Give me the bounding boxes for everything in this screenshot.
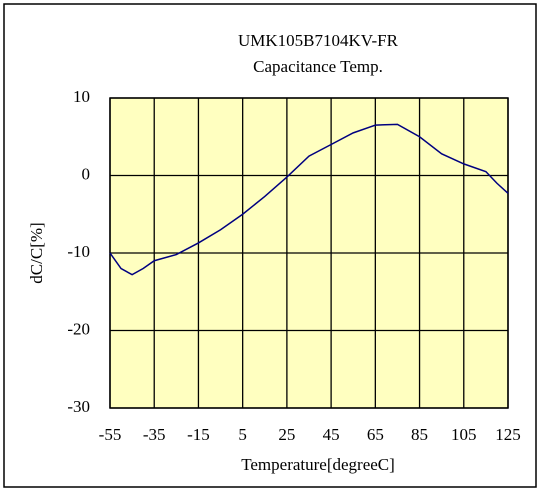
y-axis-label: dC/C[%] xyxy=(27,222,46,283)
x-tick-label: 65 xyxy=(367,425,384,444)
x-tick-label: -15 xyxy=(187,425,210,444)
x-tick-label: 125 xyxy=(495,425,521,444)
x-tick-label: 45 xyxy=(323,425,340,444)
y-tick-label: -10 xyxy=(67,242,90,261)
y-tick-label: 10 xyxy=(73,87,90,106)
x-tick-label: -55 xyxy=(99,425,122,444)
x-tick-label: 85 xyxy=(411,425,428,444)
x-tick-label: 5 xyxy=(238,425,247,444)
x-tick-label: 25 xyxy=(278,425,295,444)
chart-title: UMK105B7104KV-FR xyxy=(238,31,399,50)
y-tick-label: -30 xyxy=(67,397,90,416)
y-tick-label: -20 xyxy=(67,319,90,338)
y-tick-label: 0 xyxy=(82,164,91,183)
x-axis-label: Temperature[degreeC] xyxy=(241,455,395,474)
data-line xyxy=(109,123,509,276)
x-tick-label: -35 xyxy=(143,425,166,444)
chart-subtitle: Capacitance Temp. xyxy=(253,57,383,76)
x-tick-label: 105 xyxy=(451,425,477,444)
